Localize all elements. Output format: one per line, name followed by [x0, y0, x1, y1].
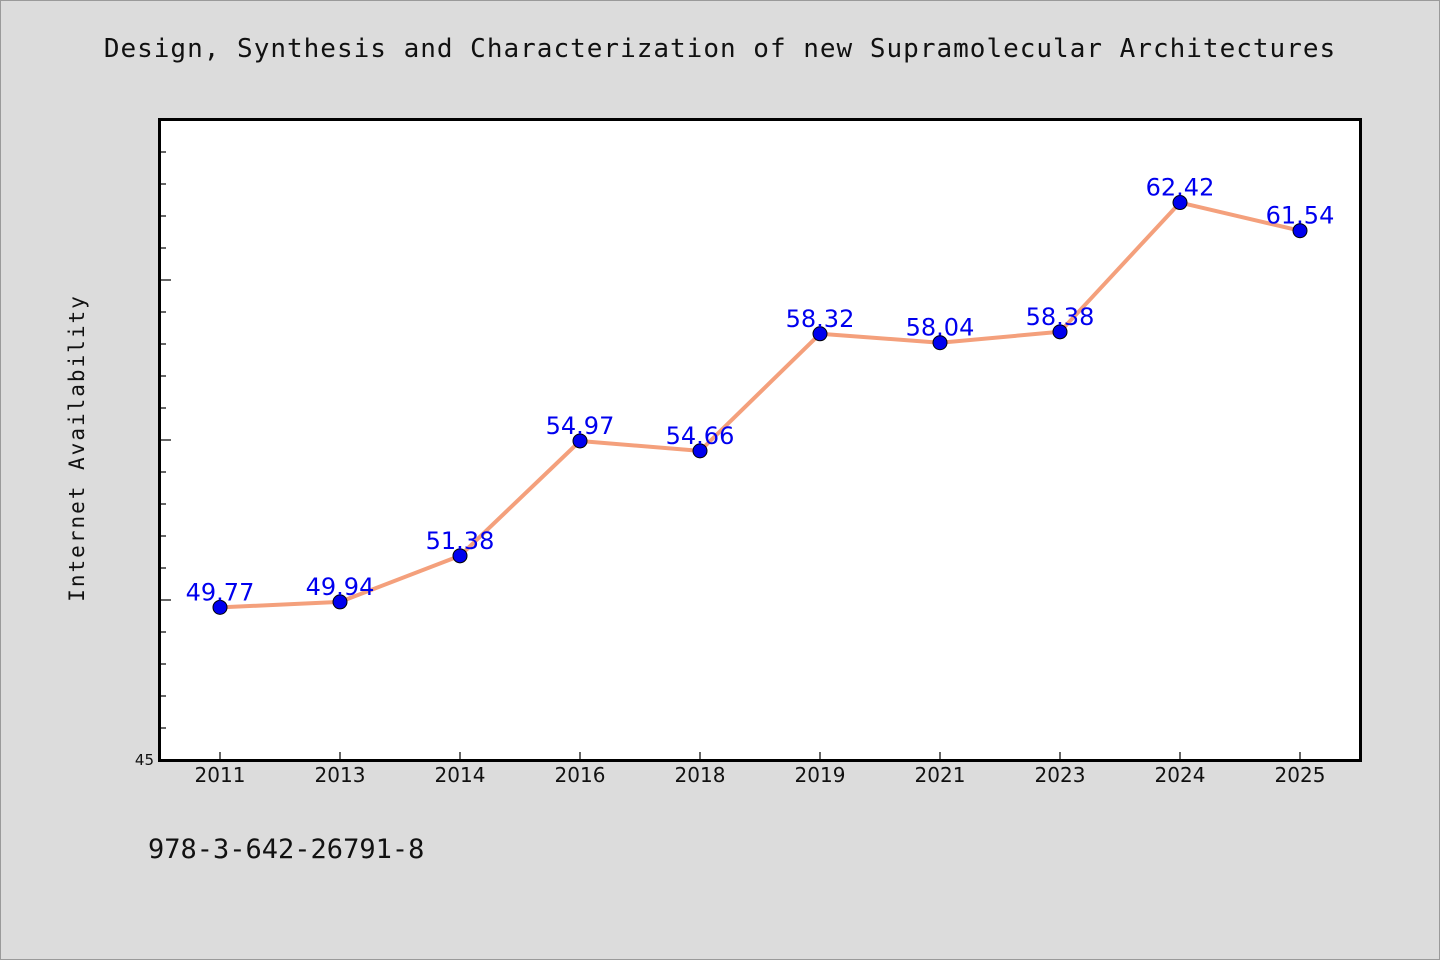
x-tick-label: 2023: [1035, 763, 1086, 787]
data-label: 54.97: [546, 412, 615, 440]
x-tick-label: 2016: [555, 763, 606, 787]
x-tick-label: 2019: [795, 763, 846, 787]
x-tick-label: 2024: [1155, 763, 1206, 787]
x-axis-ticks: 2011 2013 2014 2016 2018 2019 2021 2023 2024 2025: [195, 752, 1326, 787]
data-point: [452, 548, 468, 564]
chart-title: Design, Synthesis and Characterization o…: [103, 34, 1337, 64]
data-point: [812, 326, 828, 342]
data-point: [1292, 223, 1308, 239]
x-tick-label: 2013: [315, 763, 366, 787]
y-tick-label: 45: [135, 751, 154, 769]
data-label: 58.32: [786, 305, 855, 333]
data-point: [572, 433, 588, 449]
x-tick-label: 2025: [1275, 763, 1326, 787]
data-point: [932, 335, 948, 351]
data-labels: 49.77 49.94 51.38 54.97 54.66 58.32 58.04 58.38…: [186, 174, 1335, 607]
data-label: 49.77: [186, 578, 255, 606]
data-label: 58.38: [1026, 303, 1095, 331]
data-label: 51.38: [426, 527, 495, 555]
data-label: 54.66: [666, 422, 735, 450]
x-tick-label: 2014: [435, 763, 486, 787]
series-line: [218, 200, 1302, 610]
data-point: [212, 599, 228, 615]
data-point: [692, 443, 708, 459]
plot-area: [158, 118, 1362, 762]
footer-code: 978-3-642-26791-8: [148, 834, 425, 865]
data-label: 61.54: [1266, 202, 1335, 230]
data-label: 49.94: [306, 573, 375, 601]
data-points: [212, 195, 1308, 615]
x-tick-label: 2021: [915, 763, 966, 787]
data-point: [332, 594, 348, 610]
x-tick-label: 2018: [675, 763, 726, 787]
data-label: 58.04: [906, 314, 975, 342]
data-point: [1052, 324, 1068, 340]
y-axis-ticks: 45: [135, 151, 171, 769]
data-label: 62.42: [1146, 174, 1215, 202]
data-point: [1172, 195, 1188, 211]
x-tick-label: 2011: [195, 763, 246, 787]
